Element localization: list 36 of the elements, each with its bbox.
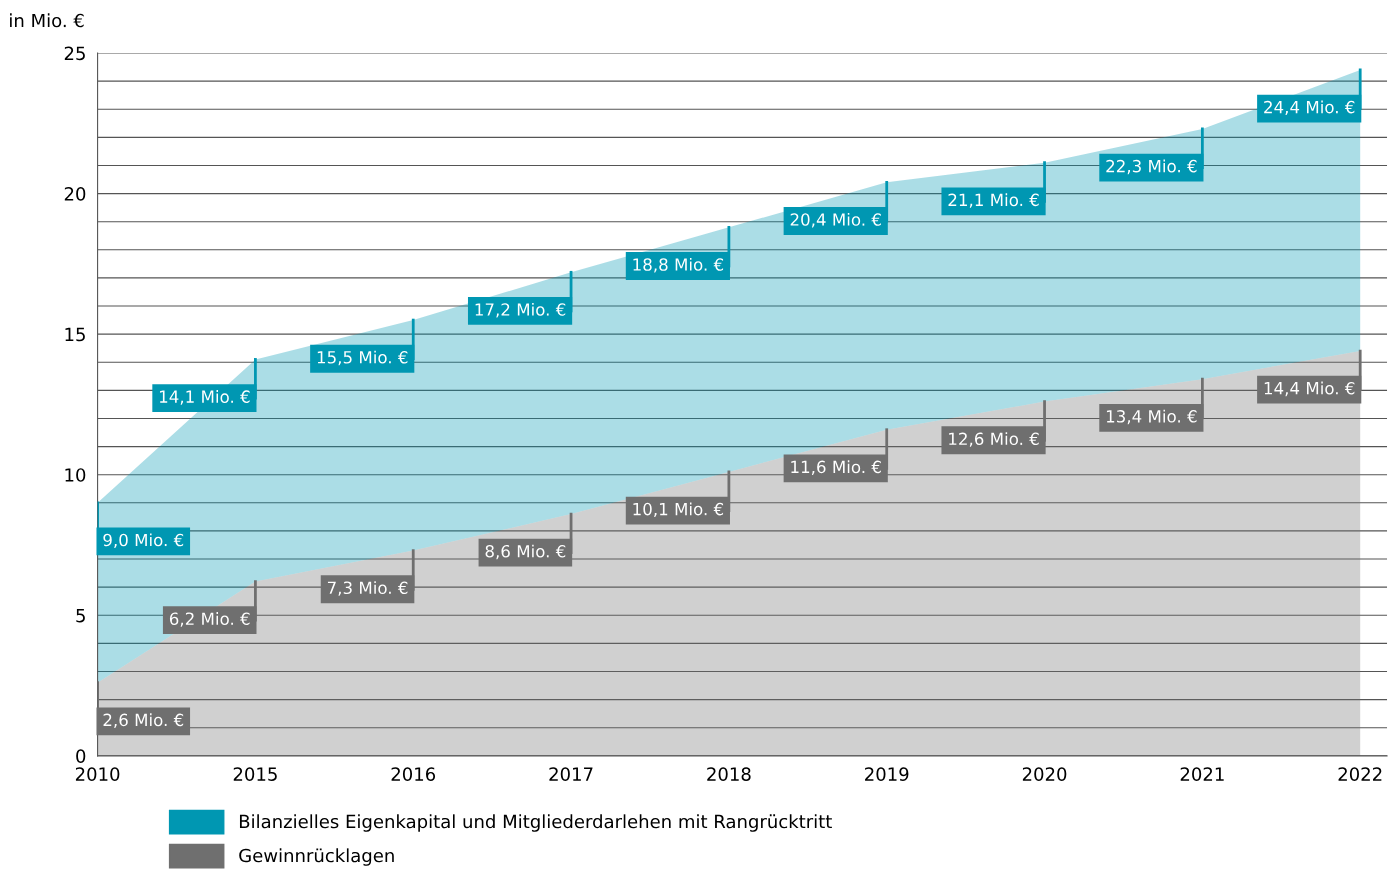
data-label: 11,6 Mio. € xyxy=(791,460,881,475)
y-tick-label: 25 xyxy=(64,46,85,61)
x-tick-label: 2018 xyxy=(707,767,751,781)
legend-label: Gewinnrücklagen xyxy=(239,848,394,866)
y-tick-label: 20 xyxy=(64,187,86,201)
data-label: 17,2 Mio. € xyxy=(475,302,566,318)
data-label: 15,5 Mio. € xyxy=(317,350,408,366)
x-tick-label: 2017 xyxy=(549,767,593,781)
data-label: 14,4 Mio. € xyxy=(1264,381,1355,397)
x-tick-label: 2010 xyxy=(75,767,120,781)
x-tick-label: 2020 xyxy=(1022,767,1067,781)
legend-label: Bilanzielles Eigenkapital und Mitgliederdarlehen mit Rangrücktritt xyxy=(239,814,832,832)
data-label: 8,6 Mio. € xyxy=(485,544,566,560)
data-label: 14,1 Mio. € xyxy=(159,390,250,405)
y-axis-title: in Mio. € xyxy=(10,13,84,28)
data-label: 20,4 Mio. € xyxy=(790,212,881,228)
data-label: 22,3 Mio. € xyxy=(1106,159,1197,175)
data-label: 2,6 Mio. € xyxy=(103,713,184,728)
data-label: 13,4 Mio. € xyxy=(1106,409,1197,425)
data-label: 18,8 Mio. € xyxy=(633,257,724,273)
x-tick-label: 2021 xyxy=(1180,767,1224,781)
y-tick-label: 15 xyxy=(65,327,85,342)
data-label: 10,1 Mio. € xyxy=(633,502,724,518)
x-tick-label: 2022 xyxy=(1338,767,1382,781)
data-label: 7,3 Mio. € xyxy=(327,581,408,596)
x-tick-label: 2016 xyxy=(391,767,436,781)
y-tick-label: 10 xyxy=(65,468,86,482)
x-tick-label: 2015 xyxy=(233,767,277,781)
y-tick-label: 0 xyxy=(76,749,86,763)
data-label: 21,1 Mio. € xyxy=(948,193,1039,208)
y-tick-label: 5 xyxy=(76,608,85,623)
data-label: 24,4 Mio. € xyxy=(1264,100,1355,116)
data-label: 12,6 Mio. € xyxy=(949,432,1039,447)
data-label: 9,0 Mio. € xyxy=(103,533,184,549)
data-label: 6,2 Mio. € xyxy=(169,612,250,627)
x-tick-label: 2019 xyxy=(865,767,909,781)
